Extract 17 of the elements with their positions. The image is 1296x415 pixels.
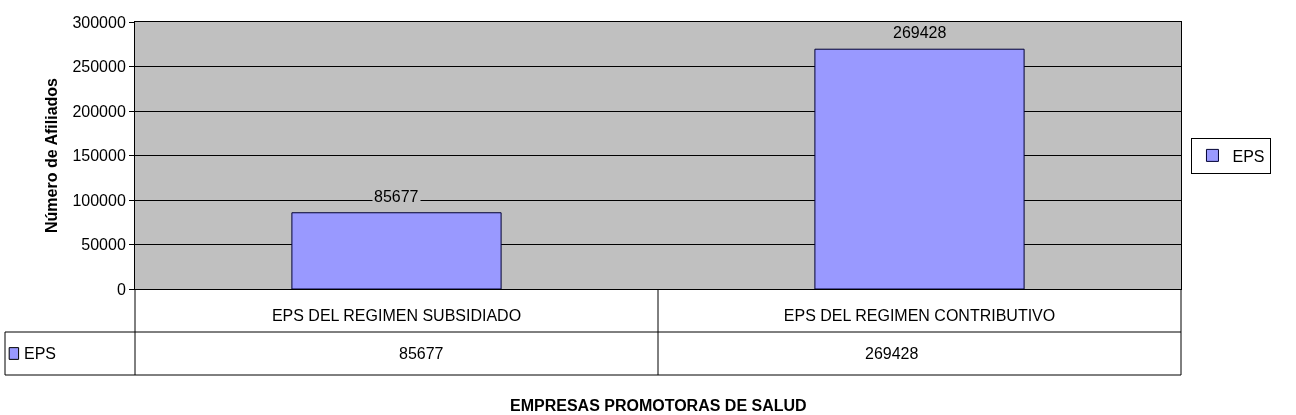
y-tick-label: 100000 [72,191,126,209]
y-tick-label: 200000 [72,102,126,120]
y-tick-label: 150000 [72,147,126,165]
y-tick-label: 0 [116,280,126,298]
x-tick-label: EPS DEL REGIMEN CONTRIBUTIVO [783,307,1056,325]
text: 85677 [399,345,444,362]
y-tick-label: 300000 [72,13,126,31]
text: 269428 [865,345,919,362]
text: EPS [24,345,57,362]
y-tick-label: 250000 [72,58,126,76]
legend-label: EPS [1232,147,1265,165]
x-axis-title: EMPRESAS PROMOTORAS DE SALUD [510,397,807,414]
y-axis-title: Número de Afiliados [43,77,61,233]
data-label: 85677 [374,188,419,205]
data-label: 269428 [893,24,947,41]
y-tick-label: 50000 [81,236,126,254]
x-tick-label: EPS DEL REGIMEN SUBSIDIADO [271,307,522,325]
